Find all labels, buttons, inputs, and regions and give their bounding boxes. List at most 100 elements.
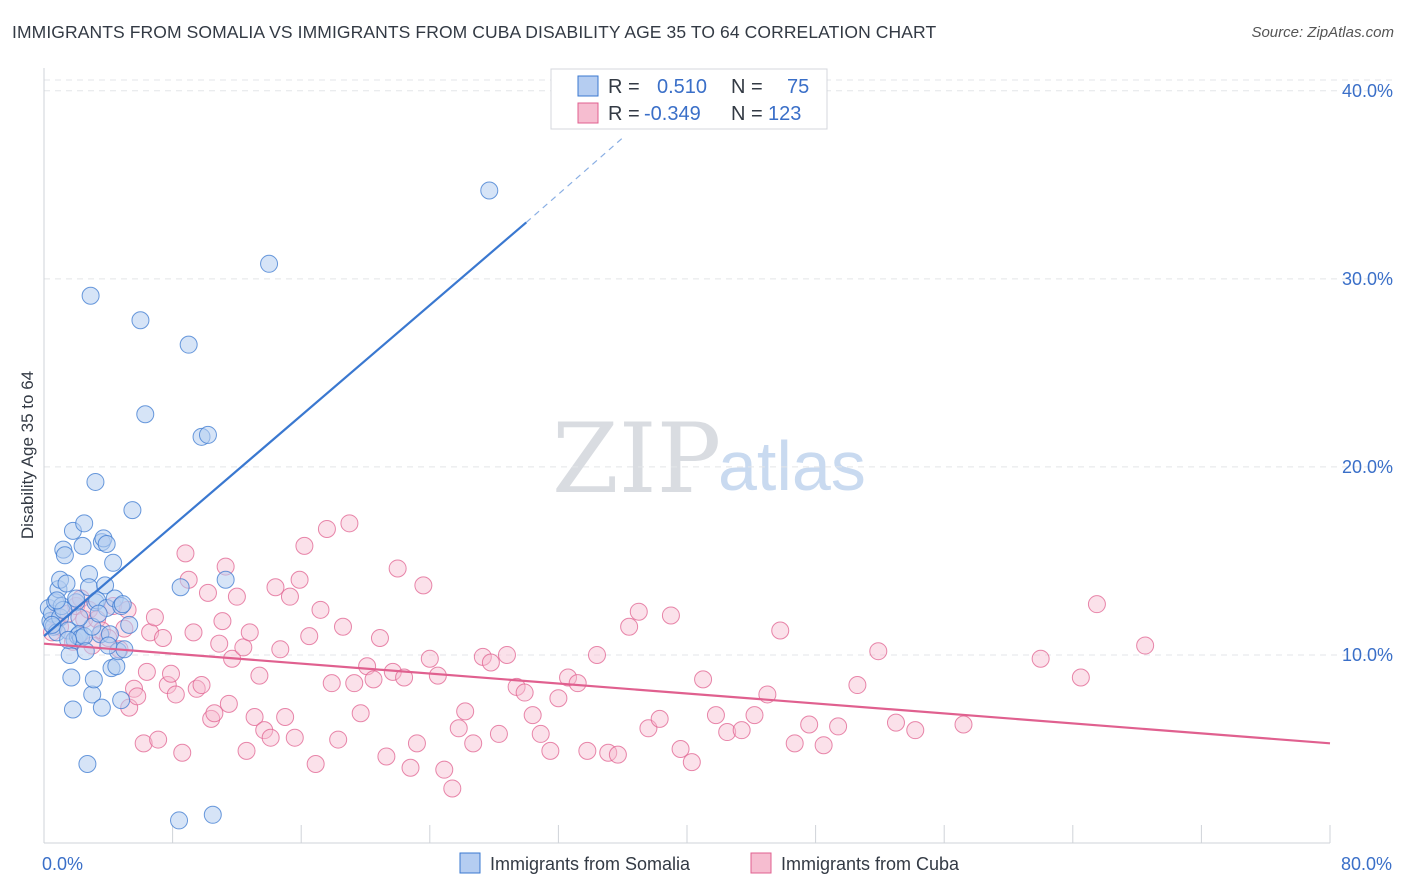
cuba-point bbox=[351, 704, 370, 723]
somalia-point bbox=[57, 574, 76, 593]
legend-swatch-somalia bbox=[577, 75, 599, 97]
cuba-point bbox=[869, 642, 888, 661]
watermark-atlas: atlas bbox=[718, 427, 866, 505]
cuba-point bbox=[245, 708, 264, 727]
cuba-point bbox=[481, 653, 500, 672]
legend-swatch-cuba bbox=[577, 102, 599, 124]
cuba-point bbox=[227, 587, 246, 606]
somalia-point bbox=[107, 657, 126, 676]
somalia-point bbox=[78, 755, 97, 774]
cuba-point bbox=[205, 704, 224, 723]
legend-r-label-somalia: R = bbox=[608, 76, 640, 98]
series-legend-somalia: Immigrants from Somalia bbox=[490, 854, 691, 874]
cuba-point bbox=[587, 645, 606, 664]
cuba-point bbox=[250, 666, 269, 685]
cuba-point bbox=[317, 519, 336, 538]
cuba-point bbox=[234, 638, 253, 657]
stats-legend: R = 0.510 N = 75 R = -0.349 N = 123 bbox=[550, 68, 828, 130]
cuba-point bbox=[1031, 649, 1050, 668]
cuba-point bbox=[276, 708, 295, 727]
cuba-point bbox=[311, 600, 330, 619]
somalia-point bbox=[104, 553, 123, 572]
cuba-point bbox=[333, 617, 352, 636]
cuba-point bbox=[149, 730, 168, 749]
somalia-point bbox=[43, 615, 62, 634]
y-tick-labels: 10.0% 20.0% 30.0% 40.0% bbox=[1342, 81, 1393, 665]
cuba-point bbox=[718, 723, 737, 742]
cuba-point bbox=[464, 734, 483, 753]
cuba-point bbox=[578, 741, 597, 760]
cuba-point bbox=[523, 706, 542, 725]
legend-r-value-cuba: -0.349 bbox=[644, 103, 701, 125]
cuba-point bbox=[145, 608, 164, 627]
cuba-point bbox=[364, 670, 383, 689]
cuba-point bbox=[671, 739, 690, 758]
somalia-point bbox=[97, 535, 116, 554]
cuba-point bbox=[166, 685, 185, 704]
y-tick-label-10: 10.0% bbox=[1342, 645, 1393, 665]
cuba-point bbox=[732, 721, 751, 740]
somalia-point bbox=[60, 645, 79, 664]
cuba-point bbox=[435, 760, 454, 779]
cuba-point bbox=[388, 559, 407, 578]
somalia-point bbox=[171, 578, 190, 597]
cuba-point bbox=[377, 747, 396, 766]
cuba-point bbox=[219, 694, 238, 713]
somalia-point bbox=[89, 604, 108, 623]
cuba-point bbox=[161, 664, 180, 683]
somalia-point bbox=[92, 698, 111, 717]
cuba-point bbox=[173, 743, 192, 762]
cuba-point bbox=[456, 702, 475, 721]
somalia-point bbox=[113, 595, 132, 614]
cuba-point bbox=[271, 640, 290, 659]
cuba-point bbox=[549, 689, 568, 708]
y-tick-label-30: 30.0% bbox=[1342, 269, 1393, 289]
cuba-point bbox=[300, 627, 319, 646]
somalia-point bbox=[81, 286, 100, 305]
cuba-point bbox=[629, 602, 648, 621]
chart-title: IMMIGRANTS FROM SOMALIA VS IMMIGRANTS FR… bbox=[12, 22, 937, 42]
cuba-point bbox=[848, 676, 867, 695]
gridlines bbox=[44, 79, 1392, 656]
somalia-point bbox=[47, 591, 66, 610]
cuba-point bbox=[661, 606, 680, 625]
cuba-point bbox=[771, 621, 790, 640]
somalia-point bbox=[62, 668, 81, 687]
cuba-point bbox=[285, 728, 304, 747]
cuba-point bbox=[370, 629, 389, 648]
somalia-point bbox=[112, 691, 131, 710]
cuba-point bbox=[192, 676, 211, 695]
somalia-point bbox=[216, 570, 235, 589]
cuba-point bbox=[202, 709, 221, 728]
somalia-point bbox=[480, 181, 499, 200]
cuba-point bbox=[290, 570, 309, 589]
series-legend-swatch-cuba bbox=[750, 852, 772, 874]
cuba-point bbox=[814, 736, 833, 755]
cuba-point bbox=[608, 745, 627, 764]
legend-r-label-cuba: R = bbox=[608, 103, 640, 125]
trend-lines bbox=[43, 137, 1331, 745]
cuba-point bbox=[198, 583, 217, 602]
x-tick-min: 0.0% bbox=[42, 854, 83, 874]
cuba-point bbox=[237, 741, 256, 760]
cuba-point bbox=[210, 634, 229, 653]
cuba-point bbox=[407, 734, 426, 753]
cuba-point bbox=[694, 670, 713, 689]
somalia-point bbox=[131, 311, 150, 330]
legend-r-value-somalia: 0.510 bbox=[657, 76, 707, 98]
y-axis-label: Disability Age 35 to 64 bbox=[18, 371, 37, 539]
cuba-point bbox=[785, 734, 804, 753]
axes bbox=[43, 68, 1331, 844]
cuba-point bbox=[295, 536, 314, 555]
somalia-point bbox=[73, 536, 92, 555]
legend-n-value-somalia: 75 bbox=[787, 76, 809, 98]
cuba-point bbox=[306, 755, 325, 774]
cuba-point bbox=[682, 753, 701, 772]
series-legend-cuba: Immigrants from Cuba bbox=[781, 854, 960, 874]
somalia-point bbox=[84, 670, 103, 689]
cuba-point bbox=[886, 713, 905, 732]
cuba-point bbox=[134, 734, 153, 753]
cuba-point bbox=[358, 657, 377, 676]
legend-n-label-cuba: N = bbox=[731, 103, 763, 125]
